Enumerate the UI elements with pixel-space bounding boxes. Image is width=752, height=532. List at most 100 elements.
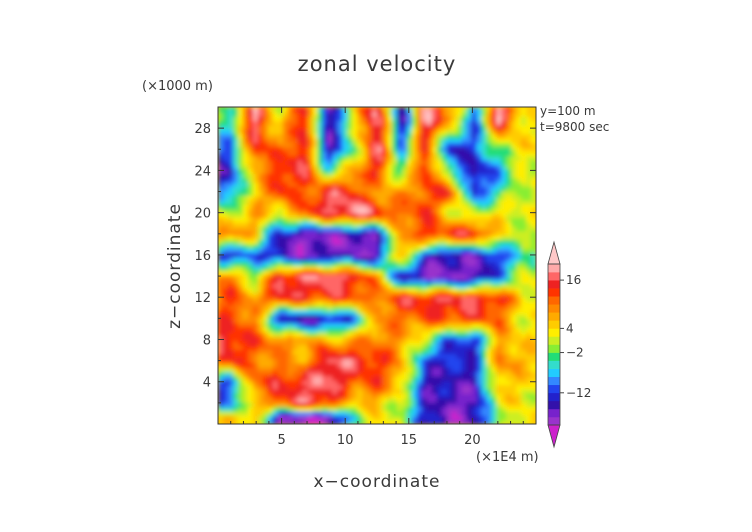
heatmap-cell [317,120,324,126]
heatmap-cell [476,269,483,276]
heatmap-cell [451,203,458,210]
heatmap-cell [476,146,483,152]
heatmap-cell [232,287,239,293]
heatmap-cell [521,155,527,161]
heatmap-cell [451,129,458,135]
heatmap-cell [421,415,428,421]
heatmap-cell [312,274,319,280]
heatmap-cell [436,203,443,210]
heatmap-cell [521,393,527,399]
heatmap-cell [496,397,503,403]
heatmap-cell [242,300,249,306]
heatmap-cell [506,379,512,386]
heatmap-cell [332,375,339,381]
heatmap-cell [421,291,428,298]
heatmap-cell [506,208,512,214]
heatmap-cell [486,296,493,302]
heatmap-cell [481,261,488,267]
heatmap-cell [277,203,284,210]
heatmap-cell [287,366,294,372]
heatmap-cell [297,252,304,258]
heatmap-cell [466,173,473,179]
heatmap-cell [486,393,493,399]
heatmap-cell [367,225,373,232]
heatmap-cell [506,331,512,337]
heatmap-cell [466,190,473,196]
heatmap-cell [267,155,274,161]
heatmap-cell [342,309,348,315]
heatmap-cell [297,146,304,152]
heatmap-cell [327,305,334,311]
heatmap-cell [287,419,294,424]
heatmap-cell [287,247,294,254]
heatmap-cell [396,344,403,350]
heatmap-cell [357,164,363,170]
heatmap-cell [496,291,503,298]
heatmap-cell [342,129,348,135]
heatmap-cell [327,269,334,276]
heatmap-cell [441,366,448,372]
heatmap-cell [501,313,507,320]
heatmap-cell [227,173,234,179]
heatmap-cell [531,234,536,240]
heatmap-cell [416,401,423,408]
colorbar-swatch [548,392,560,402]
heatmap-cell [257,146,264,152]
heatmap-cell [232,181,239,188]
heatmap-cell [436,353,443,359]
heatmap-cell [406,111,413,117]
heatmap-cell [496,419,503,424]
heatmap-cell [317,283,324,289]
heatmap-cell [421,274,428,280]
heatmap-cell [222,305,229,311]
heatmap-cell [267,419,274,424]
heatmap-cell [218,124,224,130]
colorbar-swatch [548,376,560,386]
heatmap-cell [307,115,314,122]
heatmap-cell [232,221,239,227]
heatmap-cell [431,318,438,324]
heatmap-cell [317,322,324,328]
heatmap-cell [327,397,334,403]
heatmap-cell [426,274,433,280]
heatmap-cell [471,212,478,218]
heatmap-cell [262,278,269,284]
heatmap-cell [416,327,423,333]
heatmap-cell [456,353,463,359]
heatmap-cell [461,269,468,276]
heatmap-cell [461,410,468,416]
heatmap-cell [491,181,498,188]
heatmap-cell [272,291,279,298]
heatmap-cell [317,203,324,210]
heatmap-cell [511,335,517,342]
heatmap-cell [282,318,289,324]
heatmap-cell [391,120,398,126]
heatmap-cell [277,195,284,201]
heatmap-cell [446,322,453,328]
heatmap-cell [227,388,234,394]
heatmap-cell [496,199,503,205]
heatmap-cell [277,212,284,218]
heatmap-cell [312,203,319,210]
heatmap-cell [367,146,373,152]
heatmap-cell [322,331,329,337]
heatmap-cell [426,419,433,424]
heatmap-cell [496,124,503,130]
heatmap-cell [267,243,274,249]
heatmap-cell [322,151,329,157]
heatmap-cell [367,142,373,148]
heatmap-cell [227,397,234,403]
heatmap-cell [282,397,289,403]
heatmap-cell [277,305,284,311]
heatmap-cell [342,195,348,201]
heatmap-cell [237,375,244,381]
heatmap-cell [277,120,284,126]
heatmap-cell [218,168,224,174]
heatmap-cell [267,225,274,232]
heatmap-cell [486,129,493,135]
heatmap-cell [476,379,483,386]
heatmap-cell [332,318,339,324]
heatmap-cell [282,309,289,315]
heatmap-cell [521,406,527,412]
heatmap-cell [257,318,264,324]
